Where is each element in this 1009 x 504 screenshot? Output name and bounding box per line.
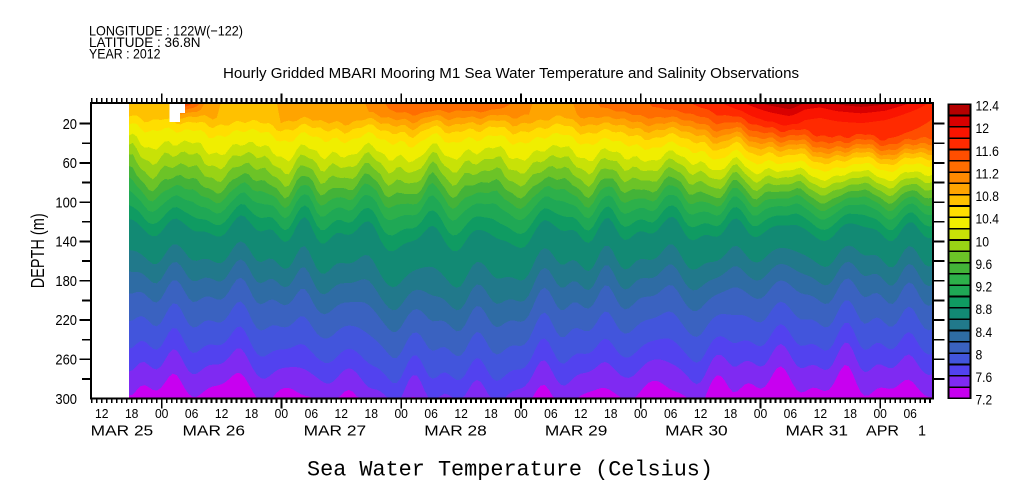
svg-text:06: 06 <box>664 406 678 421</box>
svg-text:300: 300 <box>55 391 77 408</box>
svg-text:8: 8 <box>976 347 983 362</box>
svg-text:7.6: 7.6 <box>976 370 993 385</box>
svg-text:18: 18 <box>365 406 379 421</box>
svg-text:06: 06 <box>903 406 917 421</box>
svg-text:00: 00 <box>634 406 648 421</box>
svg-text:11.2: 11.2 <box>976 166 999 181</box>
svg-text:260: 260 <box>55 352 77 369</box>
svg-text:MAR 30: MAR 30 <box>665 423 728 440</box>
svg-text:00: 00 <box>514 406 528 421</box>
svg-text:220: 220 <box>55 312 77 329</box>
svg-text:06: 06 <box>784 406 798 421</box>
svg-text:140: 140 <box>55 234 77 251</box>
svg-text:11.6: 11.6 <box>976 144 999 159</box>
svg-text:8.8: 8.8 <box>976 302 993 317</box>
svg-text:12: 12 <box>215 406 229 421</box>
svg-text:12: 12 <box>976 121 990 136</box>
svg-text:MAR 31: MAR 31 <box>786 423 849 440</box>
svg-text:06: 06 <box>305 406 319 421</box>
svg-text:YEAR : 2012: YEAR : 2012 <box>89 46 161 62</box>
svg-text:180: 180 <box>55 273 77 290</box>
svg-text:9.6: 9.6 <box>976 257 993 272</box>
svg-text:18: 18 <box>724 406 738 421</box>
svg-text:9.2: 9.2 <box>976 280 993 295</box>
svg-text:00: 00 <box>754 406 768 421</box>
svg-text:06: 06 <box>424 406 438 421</box>
svg-text:06: 06 <box>544 406 558 421</box>
svg-text:Hourly Gridded MBARI Mooring M: Hourly Gridded MBARI Mooring M1 Sea Wate… <box>223 65 799 82</box>
svg-text:APR: APR <box>866 423 899 440</box>
svg-text:12.4: 12.4 <box>976 99 1000 114</box>
svg-text:18: 18 <box>604 406 618 421</box>
svg-text:12: 12 <box>574 406 588 421</box>
svg-text:12: 12 <box>454 406 468 421</box>
svg-text:18: 18 <box>125 406 139 421</box>
svg-text:LONGITUDE : 122W(−122): LONGITUDE : 122W(−122) <box>89 23 243 39</box>
svg-text:00: 00 <box>155 406 169 421</box>
svg-text:100: 100 <box>55 194 77 211</box>
svg-text:00: 00 <box>275 406 289 421</box>
svg-text:MAR 29: MAR 29 <box>545 423 608 440</box>
svg-text:7.2: 7.2 <box>976 393 993 408</box>
svg-text:12: 12 <box>335 406 349 421</box>
svg-text:12: 12 <box>95 406 109 421</box>
svg-text:Sea Water Temperature (Celsius: Sea Water Temperature (Celsius) <box>307 458 713 483</box>
svg-text:MAR 25: MAR 25 <box>91 423 154 440</box>
svg-text:12: 12 <box>694 406 708 421</box>
svg-text:10.8: 10.8 <box>976 189 999 204</box>
svg-text:12: 12 <box>814 406 828 421</box>
svg-text:MAR 26: MAR 26 <box>183 423 246 440</box>
svg-text:LATITUDE : 36.8N: LATITUDE : 36.8N <box>89 34 201 50</box>
svg-text:20: 20 <box>63 116 77 133</box>
svg-text:10: 10 <box>976 234 990 249</box>
svg-text:60: 60 <box>63 155 77 172</box>
svg-text:MAR 28: MAR 28 <box>424 423 487 440</box>
svg-text:8.4: 8.4 <box>976 325 993 340</box>
svg-text:18: 18 <box>844 406 858 421</box>
svg-text:00: 00 <box>394 406 408 421</box>
svg-text:DEPTH (m): DEPTH (m) <box>28 213 48 288</box>
svg-text:06: 06 <box>185 406 199 421</box>
svg-text:10.4: 10.4 <box>976 212 1000 227</box>
svg-text:18: 18 <box>245 406 259 421</box>
svg-text:00: 00 <box>873 406 887 421</box>
svg-text:1: 1 <box>918 423 926 440</box>
svg-text:MAR 27: MAR 27 <box>304 423 367 440</box>
svg-text:18: 18 <box>484 406 498 421</box>
